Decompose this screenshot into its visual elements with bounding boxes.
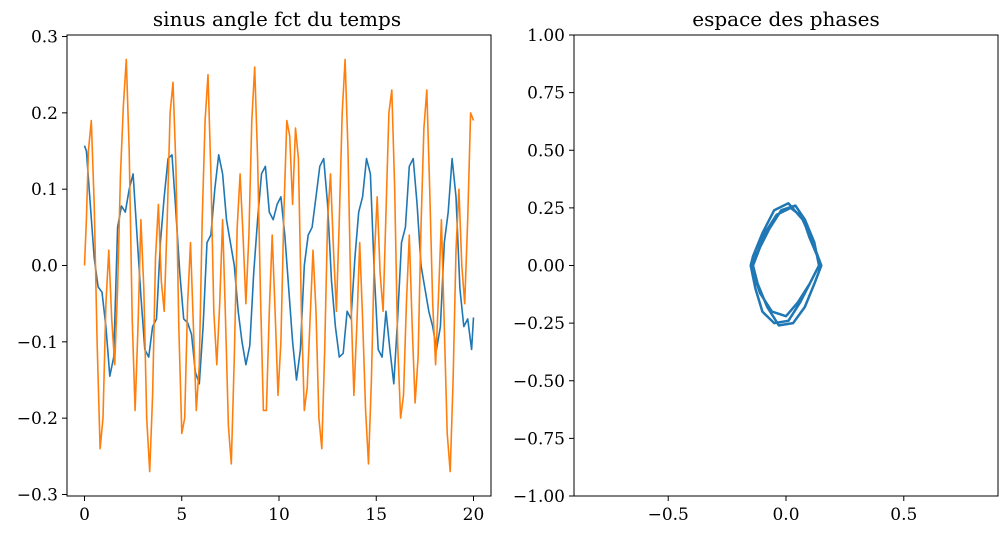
time-series-y-tick-label: 0.3: [31, 28, 58, 48]
phase-space-y-tick-label: −0.25: [513, 314, 565, 334]
time-series-ticks: 0 5 10 15 20 −0.3 −0.2 −0.1 0.0 0.1 0.2 0.3: [17, 28, 485, 525]
phase-space-y-tick-label: −1.00: [513, 487, 565, 507]
time-series-series-2-line: [83, 58, 475, 473]
phase-space-plot-area: [749, 202, 823, 327]
phase-space-x-tick-label: 0.5: [890, 505, 917, 525]
time-series-y-tick-label: 0.0: [31, 257, 58, 277]
phase-space-y-tick-label: 0.75: [527, 84, 565, 104]
phase-space-y-tick-label: 0.50: [527, 141, 565, 161]
time-series-x-tick-label: 0: [79, 505, 90, 525]
phase-space-y-tick-label: 0.00: [527, 257, 565, 277]
time-series-plot-area: [83, 58, 475, 473]
time-series-y-tick-label: 0.1: [31, 180, 58, 200]
time-series-series-1-line: [83, 145, 475, 385]
phase-space-ticks: −0.5 0.0 0.5 −1.00 −0.75 −0.50 −0.25 0.00 0.25 0.…: [513, 26, 917, 525]
time-series-x-tick-label: 10: [268, 505, 290, 525]
time-series-y-tick-label: 0.2: [31, 104, 58, 124]
phase-space-title: espace des phases: [692, 7, 879, 31]
phase-space-y-tick-label: 0.25: [527, 199, 565, 219]
time-series-panel: sinus angle fct du temps 0 5 10 15 20 −0.3 −0.…: [17, 7, 492, 525]
time-series-x-tick-label: 5: [176, 505, 187, 525]
phase-space-x-tick-label: 0.0: [772, 505, 799, 525]
phase-space-y-tick-label: −0.75: [513, 429, 565, 449]
phase-space-series-1-line: [749, 202, 823, 327]
time-series-y-tick-label: −0.2: [17, 409, 58, 429]
time-series-x-tick-label: 20: [463, 505, 485, 525]
time-series-title: sinus angle fct du temps: [153, 7, 401, 31]
time-series-y-tick-label: −0.3: [17, 485, 58, 505]
time-series-x-tick-label: 15: [365, 505, 387, 525]
phase-space-y-tick-label: 1.00: [527, 26, 565, 46]
phase-space-y-tick-label: −0.50: [513, 372, 565, 392]
phase-space-x-tick-label: −0.5: [648, 505, 689, 525]
time-series-y-tick-label: −0.1: [17, 333, 58, 353]
phase-space-panel: espace des phases −0.5 0.0 0.5−1.00−0.75−0…: [513, 7, 999, 525]
phase-space-frame: [573, 34, 999, 497]
